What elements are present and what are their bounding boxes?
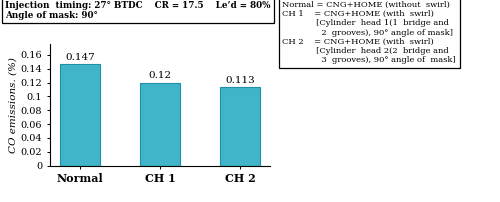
Bar bbox=[60, 64, 100, 166]
Text: Injection  timing: 27° BTDC    CR = 17.5    Le’d = 80%
Angle of mask: 90°: Injection timing: 27° BTDC CR = 17.5 Le’… bbox=[5, 1, 270, 20]
Text: 0.12: 0.12 bbox=[148, 72, 172, 80]
Text: 0.147: 0.147 bbox=[65, 53, 95, 62]
Text: 0.113: 0.113 bbox=[225, 76, 255, 85]
Y-axis label: CO emissions. (%): CO emissions. (%) bbox=[9, 57, 18, 153]
Bar bbox=[220, 87, 260, 166]
Bar bbox=[140, 83, 180, 166]
Text: Normal = CNG+HOME (without  swirl)
CH 1    = CNG+HOME (with  swirl)
            : Normal = CNG+HOME (without swirl) CH 1 =… bbox=[282, 1, 456, 64]
